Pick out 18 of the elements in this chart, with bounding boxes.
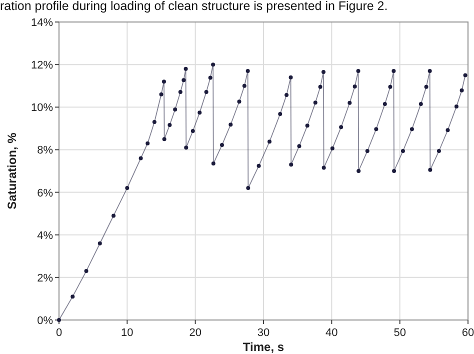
y-tick-label: 8%	[37, 144, 54, 157]
y-tick-label: 6%	[37, 187, 54, 200]
y-tick-label: 10%	[30, 102, 54, 114]
x-tick-label: 40	[326, 327, 338, 339]
x-tick-label: 20	[189, 327, 202, 339]
y-tick-label: 12%	[30, 60, 54, 72]
y-tick-label: 14%	[30, 17, 54, 29]
y-tick-label: 0%	[37, 315, 54, 327]
x-tick-label: 30	[257, 327, 270, 339]
y-tick-label: 4%	[37, 230, 54, 242]
x-axis-title: Time, s	[242, 340, 284, 354]
text: ration profile during loading of clean structure is presented in Figure 2.	[0, 0, 388, 13]
x-tick-label: 10	[121, 327, 134, 339]
x-tick-label: 0	[56, 327, 62, 339]
x-tick-label: 50	[394, 327, 406, 339]
x-tick-label: 60	[462, 327, 474, 339]
y-tick-label: 2%	[37, 272, 54, 284]
y-axis-title: Saturation, %	[5, 132, 19, 210]
